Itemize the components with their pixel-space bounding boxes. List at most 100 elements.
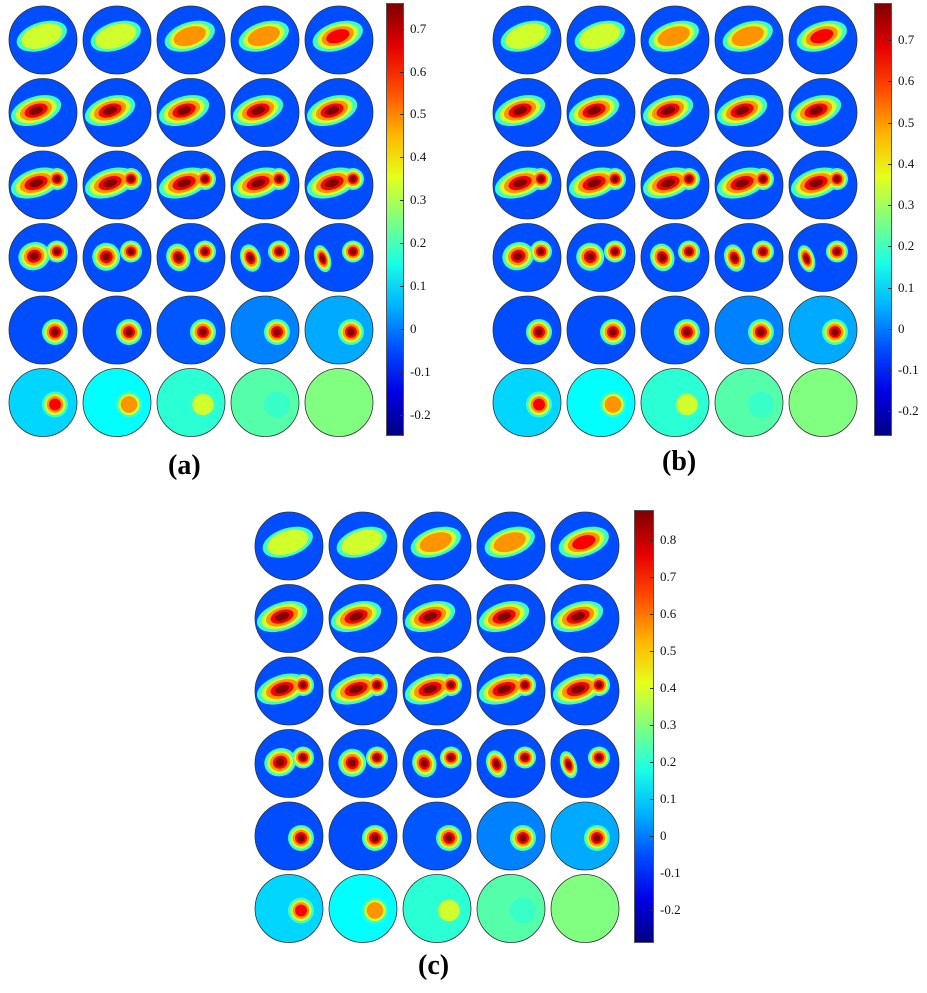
panel-a: 0.7 0.6 0.5 0.4 0.3 0.2 0.1 0 -0.1 -0.2 (a) bbox=[0, 0, 460, 490]
topomap-head bbox=[714, 223, 784, 292]
colorbar-tick-label: -0.1 bbox=[898, 362, 919, 378]
colorbar-tick-mark bbox=[888, 370, 892, 372]
panel-label-b: (b) bbox=[662, 446, 697, 477]
panel-b: 0.7 0.6 0.5 0.4 0.3 0.2 0.1 0 -0.1 -0.2 (b) bbox=[0, 0, 927, 490]
colorbar-tick-label: -0.2 bbox=[660, 901, 681, 917]
colorbar-tick-mark bbox=[888, 163, 892, 165]
topomap-head bbox=[156, 78, 226, 147]
topomap-head bbox=[566, 78, 636, 147]
topomap-head bbox=[82, 150, 152, 220]
topomap-head bbox=[476, 801, 546, 871]
colorbar-a bbox=[386, 3, 404, 436]
colorbar-c bbox=[634, 510, 654, 943]
topomap-head bbox=[304, 150, 374, 220]
topomap-head bbox=[8, 150, 78, 220]
topomap-head bbox=[714, 368, 784, 437]
colorbar-tick-mark bbox=[888, 40, 892, 42]
colorbar-tick-mark bbox=[888, 411, 892, 413]
colorbar-tick-label: 0.7 bbox=[410, 20, 427, 36]
topomap-head bbox=[788, 150, 858, 220]
colorbar-tick-label: 0 bbox=[660, 827, 667, 843]
topomap-head bbox=[788, 223, 858, 292]
topomap-head bbox=[476, 656, 546, 726]
topomap-head bbox=[82, 5, 152, 75]
topomap-head bbox=[476, 874, 546, 943]
topomap-head bbox=[304, 368, 374, 437]
colorbar-tick-mark bbox=[650, 761, 654, 763]
colorbar-tick-mark bbox=[650, 613, 654, 615]
colorbar-tick-label: 0.6 bbox=[660, 605, 677, 621]
topomap-head bbox=[550, 656, 620, 726]
topomap-head bbox=[566, 368, 636, 437]
topomap-head bbox=[328, 656, 398, 726]
colorbar-tick-label: 0.2 bbox=[660, 753, 677, 769]
colorbar-tick-mark bbox=[400, 285, 404, 287]
topomap-head bbox=[492, 150, 562, 220]
topomap-head bbox=[156, 223, 226, 292]
colorbar-tick-label: 0.3 bbox=[660, 716, 677, 732]
topomap-head bbox=[476, 584, 546, 653]
colorbar-tick-label: 0.1 bbox=[898, 279, 915, 295]
topomap-head bbox=[550, 729, 620, 798]
colorbar-tick-mark bbox=[400, 28, 404, 30]
colorbar-tick-mark bbox=[400, 371, 404, 373]
colorbar-tick-label: -0.2 bbox=[898, 403, 919, 419]
colorbar-tick-mark bbox=[400, 414, 404, 416]
topomap-head bbox=[254, 511, 324, 581]
colorbar-tick-mark bbox=[888, 246, 892, 248]
topomap-head bbox=[640, 295, 710, 365]
colorbar-tick-mark bbox=[400, 200, 404, 202]
topomap-head bbox=[8, 78, 78, 147]
topomap-head bbox=[8, 295, 78, 365]
colorbar-tick-label: 0 bbox=[410, 320, 417, 336]
topomap-head bbox=[714, 5, 784, 75]
colorbar-tick-mark bbox=[650, 576, 654, 578]
topomap-head bbox=[566, 295, 636, 365]
panel-label-a: (a) bbox=[168, 450, 201, 481]
colorbar-tick-mark bbox=[400, 157, 404, 159]
topomap-head bbox=[566, 150, 636, 220]
topomap-head bbox=[492, 295, 562, 365]
topomap-head bbox=[304, 78, 374, 147]
topomap-head bbox=[328, 729, 398, 798]
colorbar-tick-mark bbox=[650, 687, 654, 689]
topomap-head bbox=[640, 223, 710, 292]
topomap-head bbox=[254, 656, 324, 726]
topomap-head bbox=[550, 584, 620, 653]
topomap-head bbox=[82, 368, 152, 437]
topomap-head bbox=[402, 656, 472, 726]
topomap-head bbox=[402, 729, 472, 798]
colorbar-tick-label: 0.1 bbox=[660, 790, 677, 806]
colorbar-tick-label: 0.1 bbox=[410, 277, 427, 293]
topomap-head bbox=[640, 78, 710, 147]
colorbar-tick-mark bbox=[888, 205, 892, 207]
topomap-head bbox=[788, 295, 858, 365]
colorbar-tick-mark bbox=[400, 71, 404, 73]
topomap-head bbox=[82, 295, 152, 365]
topomap-head bbox=[566, 223, 636, 292]
colorbar-tick-label: 0.4 bbox=[410, 149, 427, 165]
topomap-head bbox=[640, 5, 710, 75]
topomap-grid-b bbox=[492, 5, 858, 437]
topomap-head bbox=[156, 150, 226, 220]
topomap-head bbox=[230, 295, 300, 365]
topomap-head bbox=[254, 584, 324, 653]
topomap-head bbox=[328, 584, 398, 653]
topomap-head bbox=[402, 874, 472, 943]
colorbar-tick-label: -0.1 bbox=[660, 864, 681, 880]
colorbar-tick-mark bbox=[650, 724, 654, 726]
colorbar-tick-label: 0.5 bbox=[898, 114, 915, 130]
topomap-head bbox=[402, 511, 472, 581]
topomap-head bbox=[230, 78, 300, 147]
topomap-head bbox=[492, 78, 562, 147]
colorbar-tick-label: 0.7 bbox=[660, 568, 677, 584]
topomap-head bbox=[402, 584, 472, 653]
topomap-head bbox=[8, 5, 78, 75]
topomap-head bbox=[476, 511, 546, 581]
topomap-head bbox=[402, 801, 472, 871]
topomap-head bbox=[550, 511, 620, 581]
colorbar-tick-label: 0.6 bbox=[410, 63, 427, 79]
topomap-head bbox=[82, 223, 152, 292]
colorbar-tick-label: 0.7 bbox=[898, 32, 915, 48]
